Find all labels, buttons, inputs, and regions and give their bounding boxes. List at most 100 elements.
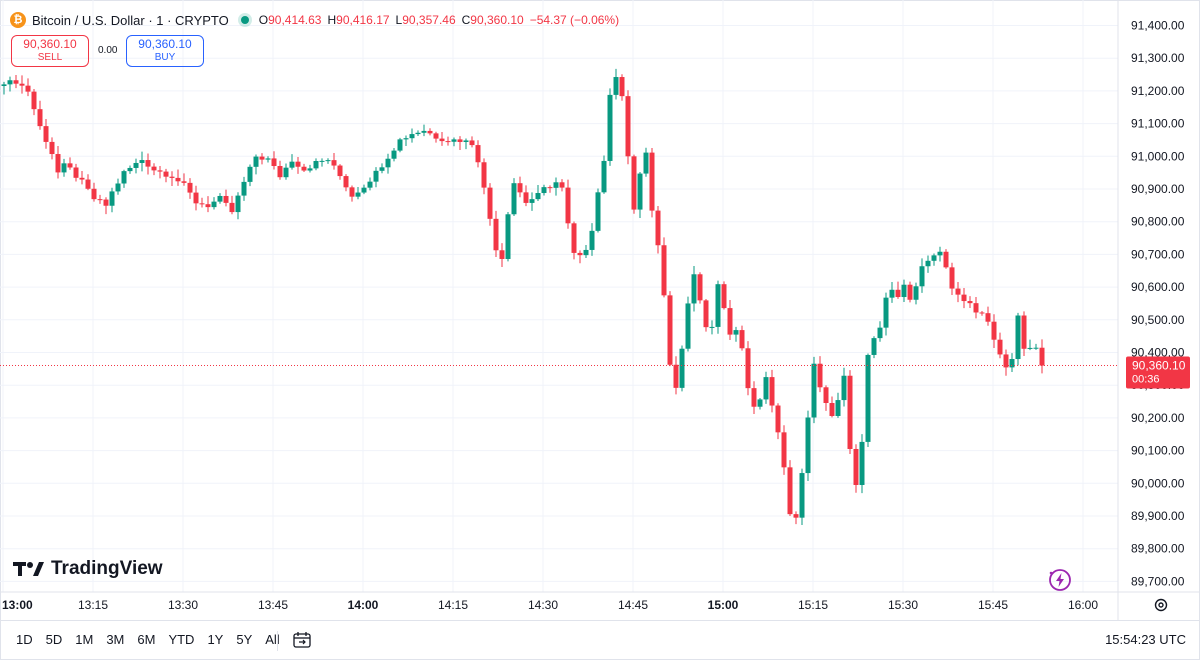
candle-body xyxy=(397,139,403,151)
range-all[interactable]: All xyxy=(265,632,280,647)
gear-icon[interactable] xyxy=(1152,596,1170,614)
candle-body xyxy=(913,286,919,300)
candle-body xyxy=(1015,315,1021,360)
low-label: L xyxy=(395,13,403,27)
candle-body xyxy=(1,84,7,86)
y-tick-label: 91,200.00 xyxy=(1131,84,1185,98)
low-value: 90,357.46 xyxy=(402,13,456,27)
candle-body xyxy=(229,202,235,213)
bitcoin-icon: ₿ xyxy=(10,12,26,28)
candle-body xyxy=(445,141,451,143)
candle-body xyxy=(55,154,61,173)
y-tick-label: 90,400.00 xyxy=(1131,346,1185,360)
candle-body xyxy=(205,204,211,208)
y-tick-label: 89,800.00 xyxy=(1131,542,1185,556)
candle-body xyxy=(253,156,259,167)
symbol-title[interactable]: Bitcoin / U.S. Dollar · 1 · CRYPTO xyxy=(32,12,229,28)
tradingview-logo[interactable]: TradingView xyxy=(13,558,163,580)
change-value: −54.37 (−0.06%) xyxy=(529,13,620,27)
candle-body xyxy=(103,199,109,206)
candle-body xyxy=(955,288,961,295)
candle-body xyxy=(433,133,439,139)
buy-label: BUY xyxy=(154,52,176,63)
range-1d[interactable]: 1D xyxy=(16,632,33,647)
y-tick-label: 91,300.00 xyxy=(1131,51,1185,65)
range-6m[interactable]: 6M xyxy=(137,632,156,647)
toolbar-divider xyxy=(277,631,278,651)
open-label: O xyxy=(258,13,269,27)
candle-body xyxy=(547,187,553,189)
candle-body xyxy=(61,163,67,173)
utc-clock[interactable]: 15:54:23 UTC xyxy=(1105,632,1186,647)
open-value: 90,414.63 xyxy=(268,13,322,27)
candle-body xyxy=(427,130,433,134)
candle-body xyxy=(859,441,865,485)
candle-body xyxy=(355,192,361,197)
x-tick-label: 14:00 xyxy=(348,598,379,612)
candle-body xyxy=(829,403,835,416)
buy-price: 90,360.10 xyxy=(138,37,192,51)
buy-button[interactable]: 90,360.10 BUY xyxy=(126,35,204,67)
candle-body xyxy=(235,195,241,213)
candle-body xyxy=(481,162,487,188)
candle-body xyxy=(709,326,715,328)
candle-body xyxy=(625,96,631,157)
candle-body xyxy=(385,158,391,168)
candle-body xyxy=(919,266,925,287)
range-3m[interactable]: 3M xyxy=(106,632,125,647)
candle-body xyxy=(973,303,979,313)
y-tick-label: 91,400.00 xyxy=(1131,19,1185,33)
y-tick-label: 90,900.00 xyxy=(1131,182,1185,196)
candle-body xyxy=(667,295,673,365)
calendar-range-icon[interactable] xyxy=(292,630,312,650)
candle-body xyxy=(643,152,649,174)
candle-body xyxy=(241,181,247,196)
candle-body xyxy=(1027,347,1033,349)
sell-label: SELL xyxy=(37,52,63,63)
sell-button[interactable]: 90,360.10 SELL xyxy=(11,35,89,67)
candle-body xyxy=(565,187,571,224)
candle-body xyxy=(937,251,943,256)
candle-body xyxy=(301,166,307,171)
candle-body xyxy=(295,161,301,167)
candle-body xyxy=(571,223,577,253)
x-tick-label: 15:45 xyxy=(978,598,1008,612)
x-tick-label: 15:15 xyxy=(798,598,828,612)
candle-body xyxy=(703,300,709,328)
candle-body xyxy=(757,399,763,407)
candle-body xyxy=(169,176,175,178)
candle-body xyxy=(247,166,253,182)
candle-body xyxy=(529,199,535,203)
candle-body xyxy=(7,80,13,85)
candle-body xyxy=(991,321,997,340)
range-1y[interactable]: 1Y xyxy=(207,632,224,647)
candle-body xyxy=(109,191,115,206)
candle-body xyxy=(313,161,319,169)
candle-body xyxy=(811,363,817,418)
lightning-icon[interactable] xyxy=(1047,567,1073,593)
candle-body xyxy=(793,514,799,518)
candle-body xyxy=(691,274,697,304)
candle-body xyxy=(127,167,133,172)
candle-body xyxy=(733,330,739,335)
y-tick-label: 90,800.00 xyxy=(1131,215,1185,229)
range-ytd[interactable]: YTD xyxy=(168,632,195,647)
x-tick-label: 13:30 xyxy=(168,598,198,612)
candle-body xyxy=(139,160,145,163)
y-tick-label: 89,700.00 xyxy=(1131,574,1185,588)
symbol-header[interactable]: ₿ Bitcoin / U.S. Dollar · 1 · CRYPTO O90… xyxy=(10,10,619,30)
range-5y[interactable]: 5Y xyxy=(236,632,253,647)
price-tag-countdown: 00:36 xyxy=(1132,374,1160,386)
range-selector: 1D 5D 1M 3M 6M YTD 1Y 5Y All xyxy=(16,632,280,647)
candle-body xyxy=(157,170,163,172)
range-5d[interactable]: 5D xyxy=(45,632,63,647)
candle-body xyxy=(925,260,931,267)
candle-body xyxy=(775,405,781,433)
candle-body xyxy=(151,166,157,171)
range-1m[interactable]: 1M xyxy=(75,632,94,647)
candle-body xyxy=(511,183,517,215)
candle-body xyxy=(949,267,955,289)
candle-body xyxy=(1033,347,1039,349)
